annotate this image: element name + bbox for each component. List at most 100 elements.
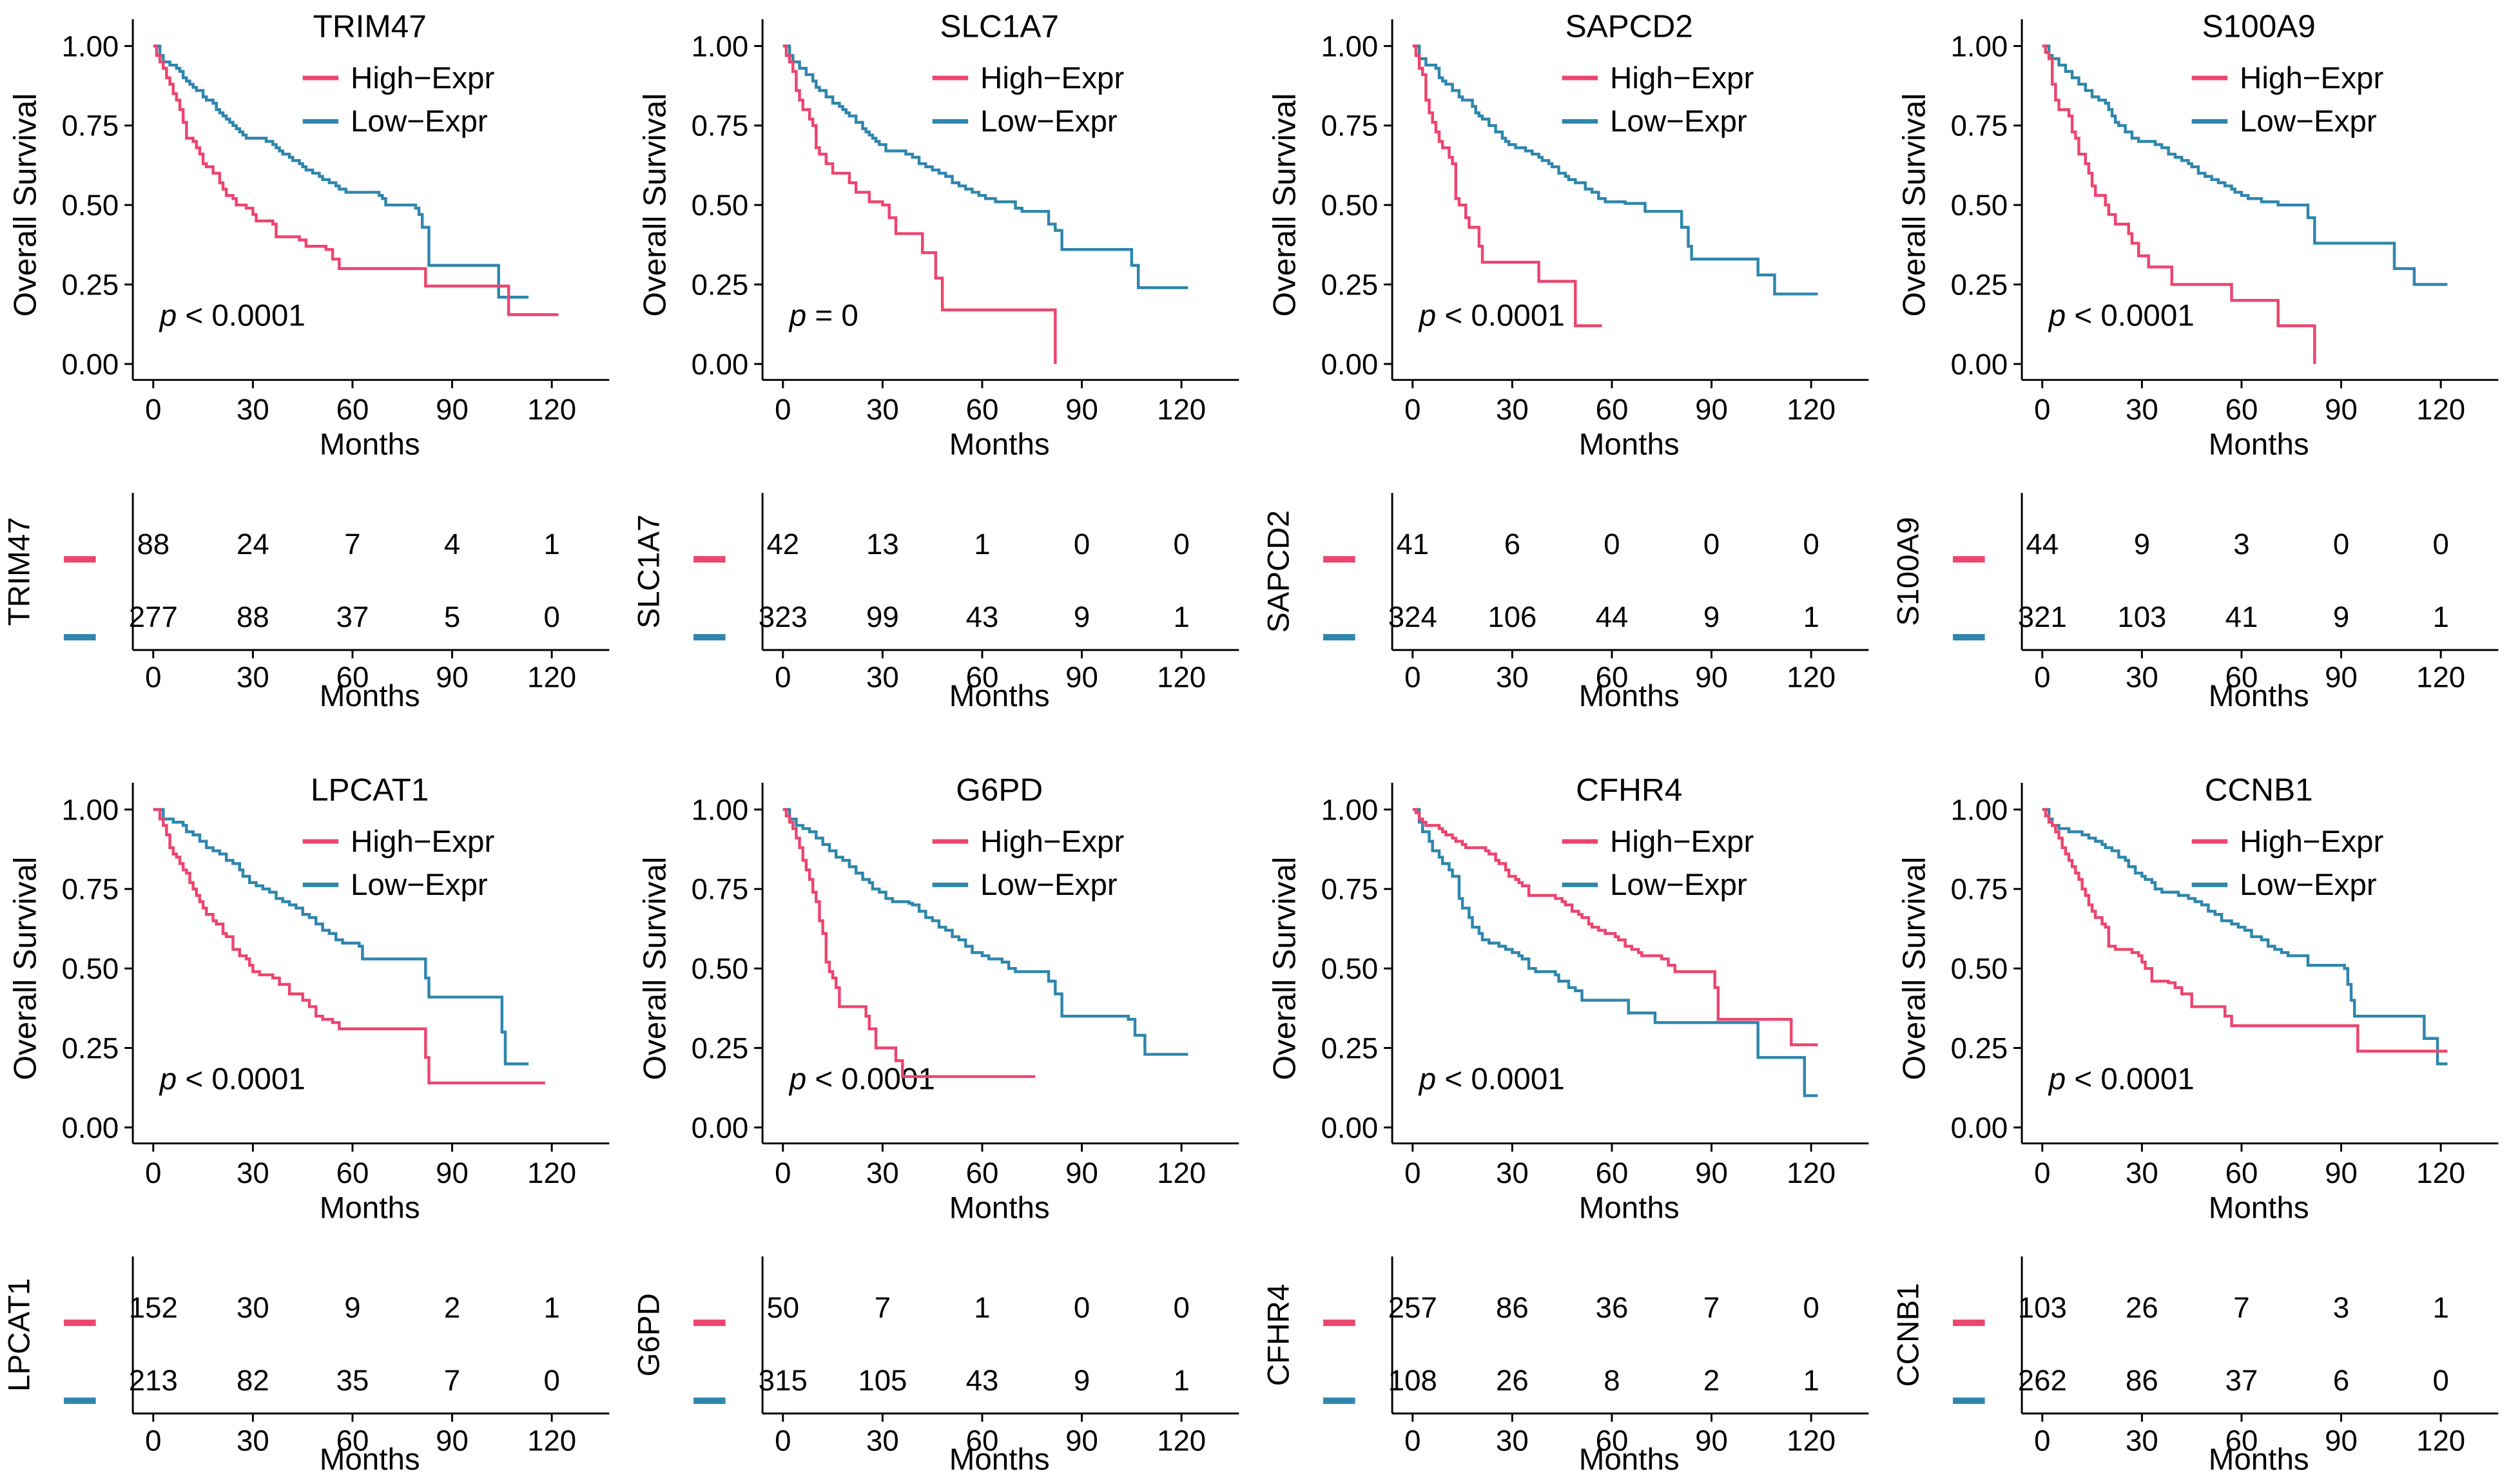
legend-high-label: High−Expr <box>351 61 494 95</box>
risk-x-tick-label: 120 <box>527 1424 576 1457</box>
risk-x-tick-label: 30 <box>866 660 899 693</box>
risk-count-low: 82 <box>237 1364 269 1397</box>
y-axis-title: Overall Survival <box>1266 857 1302 1080</box>
risk-count-high: 3 <box>2333 1291 2349 1324</box>
legend: High−Expr Low−Expr <box>2191 825 2383 902</box>
x-axis-title: Months <box>949 428 1050 462</box>
y-axis-title: Overall Survival <box>637 93 672 317</box>
km-curve-low-expr <box>2042 44 2448 286</box>
risk-count-high: 0 <box>1803 1291 1819 1324</box>
risk-x-tick-label: 60 <box>1596 660 1629 693</box>
x-tick-label: 60 <box>966 1156 999 1189</box>
y-axis-title: Overall Survival <box>7 93 43 317</box>
risk-count-high: 7 <box>344 528 360 561</box>
p-value-label: p < 0.0001 <box>788 1062 935 1096</box>
km-plot-S100A9: S100A9 High−Expr Low−Expr 0.00 0.25 0.50 0.75 1… <box>1892 9 2499 713</box>
km-plot-SAPCD2: SAPCD2 High−Expr Low−Expr 0.00 0.25 0.50 0.75 1… <box>1262 9 1869 713</box>
legend-low-label: Low−Expr <box>1610 868 1747 902</box>
risk-count-high: 42 <box>766 528 799 561</box>
risk-count-low: 0 <box>543 600 559 633</box>
risk-x-tick-label: 120 <box>2416 660 2465 693</box>
legend-low-label: Low−Expr <box>1610 104 1747 139</box>
risk-x-tick-label: 90 <box>1065 1424 1098 1457</box>
y-tick-label: 0.00 <box>1951 348 2008 381</box>
y-tick-label: 0.75 <box>1321 110 1379 142</box>
risk-count-low: 0 <box>2432 1364 2448 1397</box>
risk-x-tick-label: 0 <box>2034 660 2050 693</box>
y-tick-label: 0.00 <box>62 1111 119 1144</box>
legend: High−Expr Low−Expr <box>2191 61 2383 139</box>
legend: High−Expr Low−Expr <box>1562 61 1754 139</box>
p-value-label: p < 0.0001 <box>1418 298 1565 332</box>
risk-table-gene-label: CFHR4 <box>1262 1284 1296 1387</box>
x-axis-title: Months <box>1579 428 1680 462</box>
risk-count-low: 41 <box>2225 600 2258 633</box>
risk-x-tick-label: 0 <box>775 660 791 693</box>
risk-count-low: 262 <box>2018 1364 2067 1397</box>
x-tick-label: 90 <box>2325 393 2358 426</box>
km-curve-high-expr <box>2042 44 2316 364</box>
risk-table-gene-label: SLC1A7 <box>632 514 666 628</box>
risk-count-low: 35 <box>336 1364 369 1397</box>
risk-table-gene-label: G6PD <box>632 1293 666 1376</box>
panel-TRIM47: TRIM47 High−Expr Low−Expr 0.00 0.25 0.50 0.75 1… <box>0 0 630 739</box>
km-curve-low-expr <box>1412 808 1818 1097</box>
y-tick-label: 0.25 <box>62 1032 119 1064</box>
risk-count-high: 9 <box>2134 528 2150 561</box>
risk-x-axis-title: Months <box>320 1443 420 1472</box>
y-tick-label: 0.75 <box>62 873 119 906</box>
x-axis: 0 30 60 90 120 <box>2022 379 2499 426</box>
km-plot-CFHR4: CFHR4 High−Expr Low−Expr 0.00 0.25 0.50 0.75 1.… <box>1262 773 1869 1477</box>
x-tick-label: 0 <box>775 1156 791 1189</box>
risk-x-tick-label: 90 <box>436 660 469 693</box>
km-curve-high-expr <box>153 44 559 316</box>
y-tick-label: 0.00 <box>1321 348 1379 381</box>
risk-count-low: 1 <box>1173 1364 1189 1397</box>
km-curve-high-expr <box>2042 808 2448 1053</box>
y-axis: 0.00 0.25 0.50 0.75 1.00 <box>1951 782 2023 1144</box>
risk-count-high: 6 <box>1504 528 1520 561</box>
legend: High−Expr Low−Expr <box>302 825 494 902</box>
risk-count-low: 1 <box>1803 600 1819 633</box>
x-tick-label: 30 <box>866 393 899 426</box>
x-tick-label: 90 <box>436 1156 469 1189</box>
risk-x-tick-label: 30 <box>2126 1424 2158 1457</box>
x-tick-label: 0 <box>775 393 791 426</box>
km-curve-low-expr <box>1412 44 1818 296</box>
km-plot-CCNB1: CCNB1 High−Expr Low−Expr 0.00 0.25 0.50 0.75 1.… <box>1892 773 2499 1477</box>
risk-count-low: 9 <box>2333 600 2349 633</box>
x-tick-label: 90 <box>2325 1156 2358 1189</box>
km-curve-low-expr <box>782 44 1188 289</box>
x-tick-label: 60 <box>2225 1156 2258 1189</box>
x-tick-label: 30 <box>237 393 269 426</box>
y-tick-label: 0.75 <box>692 110 749 142</box>
y-tick-label: 0.00 <box>692 1111 749 1144</box>
plot-title: CCNB1 <box>2205 773 2313 808</box>
legend-low-label: Low−Expr <box>980 104 1118 139</box>
risk-x-tick-label: 60 <box>336 660 369 693</box>
p-value-label: p < 0.0001 <box>1418 1062 1565 1096</box>
risk-count-low: 9 <box>1074 600 1090 633</box>
risk-count-low: 6 <box>2333 1364 2349 1397</box>
risk-count-low: 0 <box>543 1364 559 1397</box>
risk-count-high: 26 <box>2126 1291 2158 1324</box>
risk-count-low: 37 <box>336 600 369 633</box>
risk-x-tick-label: 90 <box>1695 660 1728 693</box>
y-tick-label: 0.50 <box>692 189 749 222</box>
km-curve-high-expr <box>782 44 1057 364</box>
y-tick-label: 0.00 <box>1321 1111 1379 1144</box>
legend: High−Expr Low−Expr <box>1562 825 1754 902</box>
risk-x-tick-label: 120 <box>2416 1424 2465 1457</box>
x-tick-label: 120 <box>2416 393 2465 426</box>
x-tick-label: 90 <box>436 393 469 426</box>
y-tick-label: 1.00 <box>1951 793 2008 826</box>
risk-table: SLC1A7 42 13 1 0 0 323 99 43 9 1 0 30 60 90 120 Months <box>632 493 1239 713</box>
risk-x-tick-label: 30 <box>237 660 269 693</box>
risk-x-tick-label: 90 <box>1695 1424 1728 1457</box>
y-tick-label: 0.25 <box>62 268 119 301</box>
km-plot-SLC1A7: SLC1A7 High−Expr Low−Expr 0.00 0.25 0.50 0.75 1… <box>632 9 1239 713</box>
y-axis: 0.00 0.25 0.50 0.75 1.00 <box>1321 782 1393 1144</box>
risk-count-high: 0 <box>1703 528 1720 561</box>
risk-count-high: 50 <box>766 1291 799 1324</box>
